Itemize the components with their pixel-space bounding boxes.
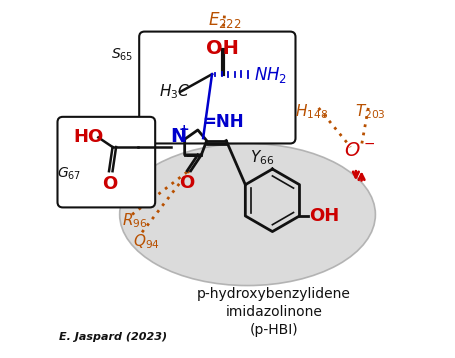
Text: N: N (170, 127, 186, 146)
Text: $T_{203}$: $T_{203}$ (354, 103, 384, 121)
Text: OH: OH (309, 207, 339, 225)
Text: +: + (178, 123, 189, 136)
Text: p-hydroxybenzylidene: p-hydroxybenzylidene (197, 287, 350, 301)
Text: E. Jaspard (2023): E. Jaspard (2023) (59, 332, 167, 342)
Text: $E_{222}$: $E_{222}$ (207, 10, 241, 30)
Text: $Y_{66}$: $Y_{66}$ (249, 148, 273, 167)
Text: $S_{65}$: $S_{65}$ (111, 47, 133, 63)
Text: OH: OH (206, 39, 238, 58)
Text: $G_{67}$: $G_{67}$ (57, 165, 81, 182)
Text: $NH_2$: $NH_2$ (253, 65, 286, 85)
Text: O: O (102, 175, 117, 193)
Text: O: O (178, 174, 194, 192)
Text: =NH: =NH (202, 113, 243, 131)
Text: (p-HBI): (p-HBI) (249, 323, 298, 337)
Ellipse shape (119, 144, 374, 286)
FancyBboxPatch shape (57, 117, 155, 207)
Text: $R_{96}$: $R_{96}$ (122, 211, 147, 230)
Text: $H_{148}$: $H_{148}$ (294, 103, 327, 121)
Text: $Q_{94}$: $Q_{94}$ (132, 232, 159, 251)
Text: $H_3C$: $H_3C$ (158, 83, 190, 101)
Text: $O^-$: $O^-$ (343, 141, 374, 160)
Text: imidazolinone: imidazolinone (225, 305, 322, 319)
Text: HO: HO (73, 129, 103, 146)
FancyBboxPatch shape (139, 32, 295, 144)
